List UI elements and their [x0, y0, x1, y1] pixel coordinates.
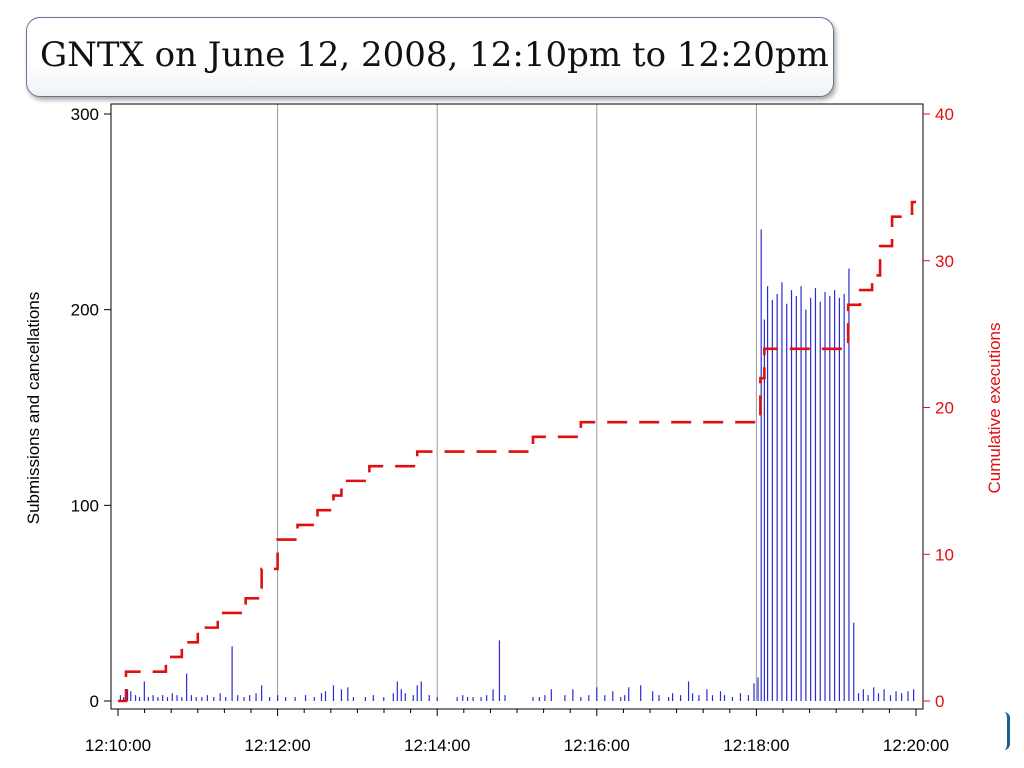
- right-axis-tick-label: 20: [935, 399, 954, 418]
- bar-series: [119, 229, 915, 701]
- left-axis-tick-label: 0: [90, 692, 99, 711]
- decorative-bracket-icon: [1000, 712, 1010, 750]
- x-axis-tick-label: 12:16:00: [564, 736, 630, 755]
- left-axis-tick-label: 100: [71, 496, 99, 515]
- x-axis-tick-label: 12:14:00: [404, 736, 470, 755]
- cumulative-step-series: [118, 200, 916, 703]
- right-axis-tick-label: 10: [935, 545, 954, 564]
- gridlines: [277, 104, 757, 701]
- x-axis-tick-label: 12:18:00: [723, 736, 789, 755]
- slide-title: GNTX on June 12, 2008, 12:10pm to 12:20p…: [40, 35, 829, 75]
- x-axis-tick-label: 12:20:00: [883, 736, 949, 755]
- left-axis-tick-label: 300: [71, 105, 99, 124]
- axes: 0 100 200 300 0 10 20 30 40 12:10:00 12:12:00 12:14…: [71, 103, 954, 755]
- x-axis-tick-label: 12:10:00: [85, 736, 151, 755]
- x-axis-tick-label: 12:12:00: [245, 736, 311, 755]
- right-axis-tick-label: 0: [935, 692, 944, 711]
- left-axis-tick-label: 200: [71, 301, 99, 320]
- cumulative-executions-line: [118, 200, 916, 703]
- right-axis-tick-label: 40: [935, 105, 954, 124]
- right-axis-tick-label: 30: [935, 252, 954, 271]
- title-banner: [26, 17, 834, 97]
- left-axis-title: Submissions and cancellations: [24, 292, 43, 524]
- right-axis-title: Cumulative executions: [985, 322, 1004, 493]
